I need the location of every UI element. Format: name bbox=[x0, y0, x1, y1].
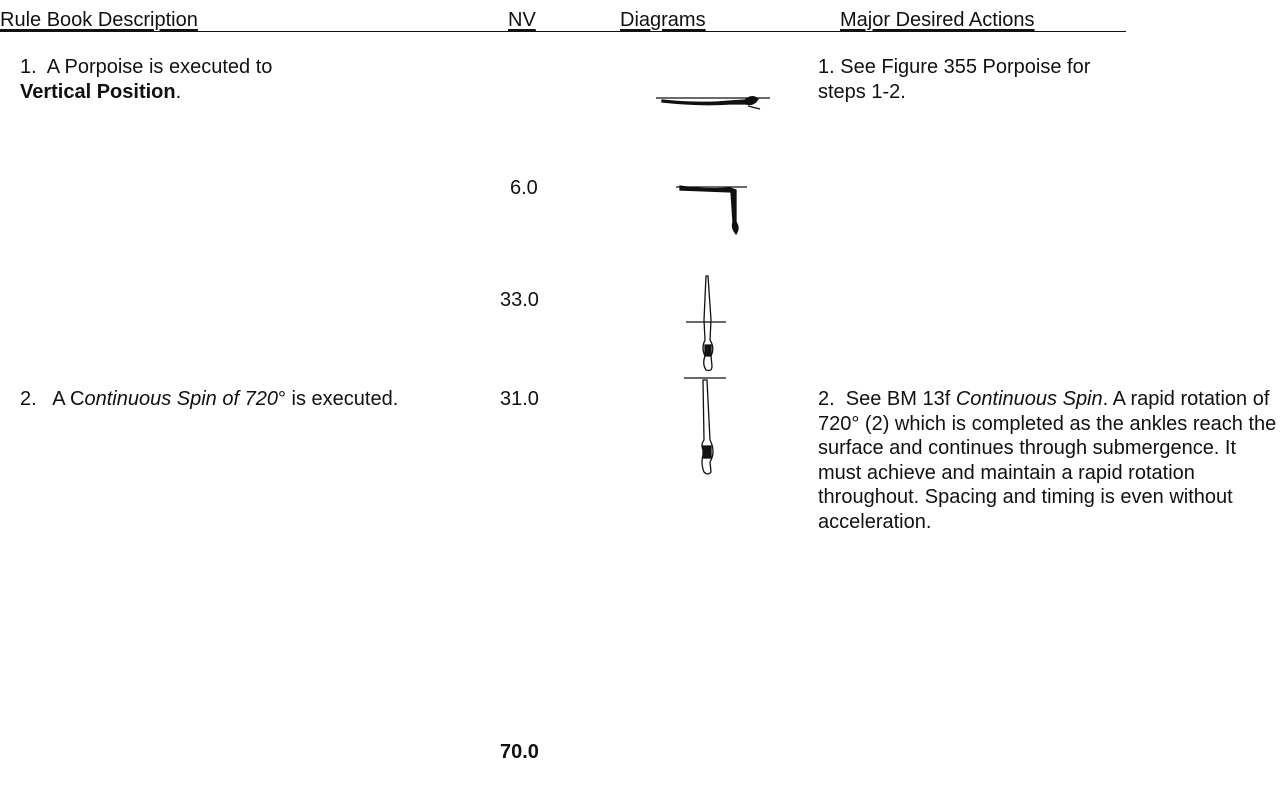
description: 2. A Continuous Spin of 720° is executed… bbox=[20, 387, 470, 412]
text: ° is executed. bbox=[277, 388, 399, 410]
nv-total: 70.0 bbox=[500, 741, 539, 763]
figure-pike bbox=[676, 185, 747, 236]
column-header: NV bbox=[508, 9, 536, 31]
bold-text: Vertical Position bbox=[20, 80, 176, 103]
text: . bbox=[175, 80, 182, 103]
nv-value: 31.0 bbox=[500, 388, 539, 410]
actions: 1. See Figure 355 Porpoise for steps 1-2… bbox=[818, 56, 1091, 103]
column-header: Rule Book Description bbox=[0, 9, 198, 31]
figure-horizontal bbox=[656, 96, 770, 110]
text: . A rapid rotation of 720° (2) which is … bbox=[818, 388, 1277, 533]
column-header: Diagrams bbox=[620, 9, 706, 31]
nv-value: 33.0 bbox=[500, 289, 539, 311]
figure-vertical bbox=[686, 275, 726, 372]
text: 2. A C bbox=[20, 388, 85, 410]
italic-text: Continuous Spin bbox=[955, 388, 1103, 410]
description: 1. A Porpoise is executed to Vertical Po… bbox=[20, 55, 290, 104]
italic-text: ontinuous Spin of 720 bbox=[84, 388, 278, 410]
actions: 2. See BM 13f Continuous Spin. A rapid r… bbox=[818, 387, 1280, 534]
text: 1. A Porpoise is executed to bbox=[20, 56, 278, 78]
header-underline bbox=[0, 31, 1126, 32]
figure-spin bbox=[684, 377, 726, 475]
column-header: Major Desired Actions bbox=[840, 9, 1035, 31]
nv-value: 6.0 bbox=[510, 177, 538, 199]
text: 2. See BM 13f bbox=[818, 388, 956, 410]
